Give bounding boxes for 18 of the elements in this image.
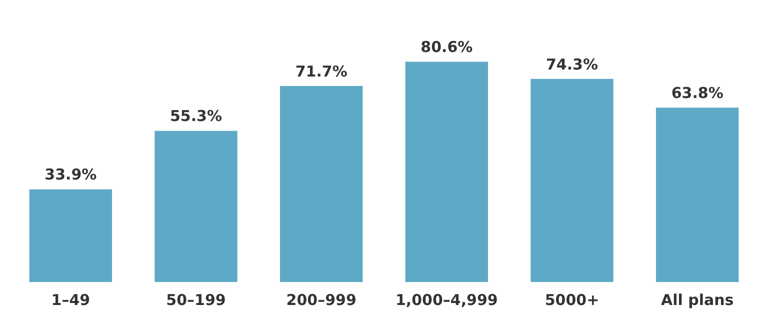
data-label: 63.8% <box>671 84 724 102</box>
x-tick-label: 200–999 <box>286 290 356 309</box>
data-label: 71.7% <box>295 62 348 80</box>
bar <box>29 189 112 282</box>
bar <box>154 130 238 282</box>
bar <box>280 86 363 282</box>
x-tick-label: 1–49 <box>51 290 90 309</box>
data-label: 55.3% <box>170 107 222 126</box>
data-label: 80.6% <box>420 38 473 56</box>
data-label: 74.3% <box>546 55 598 74</box>
bar <box>405 62 488 282</box>
x-tick-label: 50–199 <box>166 290 226 309</box>
bar <box>656 108 739 282</box>
x-tick-label: 5000+ <box>544 290 600 309</box>
x-tick-label: 1,000–4,999 <box>395 290 498 309</box>
data-label: 33.9% <box>44 166 97 184</box>
bar <box>530 78 614 282</box>
x-tick-label: All plans <box>660 290 734 309</box>
